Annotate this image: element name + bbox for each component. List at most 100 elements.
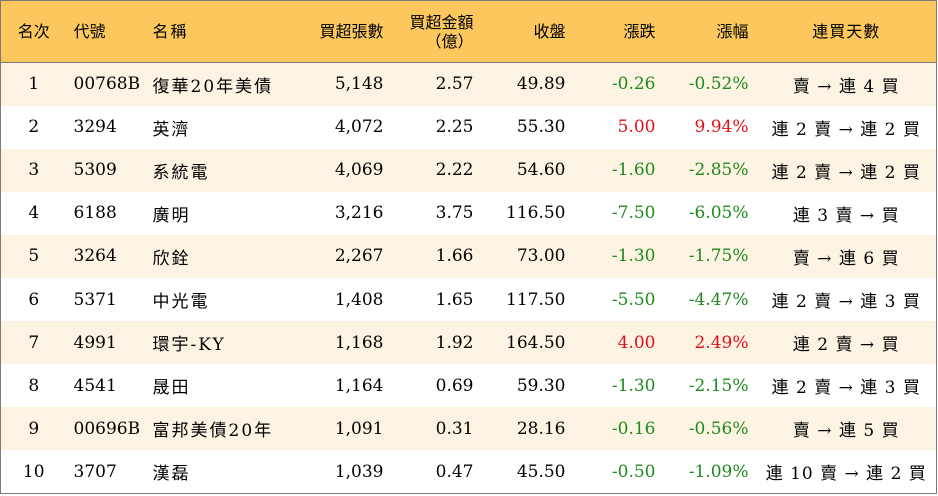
days-cell: 連 2 賣 → 連 2 買 [771,119,921,140]
close-cell: 116.50 [506,203,566,224]
days-cell: 連 2 賣 → 連 2 買 [771,162,921,183]
rank-cell: 9 [28,418,40,439]
table-row: 6 5371 中光電 1,408 1.65 117.50 -5.50 -4.47% 連 2 賣 … [0,277,937,322]
name-cell: 欣銓 [152,248,191,269]
buy-lots-cell: 3,216 [334,203,384,224]
close-cell: 28.16 [516,418,566,439]
rank-cell: 2 [28,117,40,138]
code-cell: 00768B [73,74,141,95]
header-change: 漲跌 [573,0,664,63]
header-code: 代號 [66,0,145,63]
buy-amount-cell: 2.57 [435,74,474,95]
buy-amount-cell: 0.31 [435,418,474,439]
header-close: 收盤 [481,0,574,63]
table-row: 2 3294 英濟 4,072 2.25 55.30 5.00 9.94% 連 2 賣 → 連 … [0,105,937,149]
days-cell: 連 10 賣 → 連 2 買 [765,464,927,485]
code-cell: 3264 [73,246,117,267]
name-cell: 英濟 [152,119,191,140]
name-cell: 漢磊 [152,464,191,485]
change-pct-cell: -4.47% [688,289,749,310]
name-cell: 晟田 [152,378,191,399]
buy-amount-cell: 0.69 [435,375,474,396]
close-cell: 164.50 [506,332,566,353]
code-cell: 3294 [73,117,117,138]
table-row: 10 3707 漢磊 1,039 0.47 45.50 -0.50 -1.09% 連 10 賣 … [0,450,937,494]
buy-amount-cell: 2.25 [435,117,474,138]
change-pct-cell: -0.56% [688,418,749,439]
name-cell: 系統電 [152,162,210,183]
days-cell: 賣 → 連 6 買 [792,248,900,269]
code-cell: 5371 [73,289,117,310]
close-cell: 117.50 [506,289,566,310]
change-cell: -0.50 [611,461,656,482]
change-cell: -0.26 [611,74,656,95]
change-pct-cell: -0.52% [688,74,749,95]
buy-lots-cell: 1,168 [334,332,384,353]
change-cell: 5.00 [617,117,656,138]
header-buy-amount-line1: 買超金額 [409,12,474,32]
change-pct-cell: 2.49% [694,332,749,353]
change-pct-cell: -1.75% [688,246,749,267]
days-cell: 賣 → 連 5 買 [792,421,900,442]
change-cell: -7.50 [611,203,656,224]
name-cell: 環宇-KY [152,335,226,356]
table-row: 7 4991 環宇-KY 1,168 1.92 164.50 4.00 2.49% 連 2 賣 … [0,321,937,365]
rank-cell: 4 [28,203,40,224]
table-row: 8 4541 晟田 1,164 0.69 59.30 -1.30 -2.15% 連 2 賣 → … [0,364,937,408]
rank-cell: 5 [28,246,40,267]
code-cell: 00696B [73,418,141,439]
close-cell: 54.60 [516,160,566,181]
close-cell: 49.89 [516,74,566,95]
name-cell: 中光電 [152,292,210,313]
close-cell: 55.30 [516,117,566,138]
buy-amount-cell: 1.66 [435,246,474,267]
code-cell: 5309 [73,160,117,181]
name-cell: 廣明 [152,205,191,226]
buy-lots-cell: 4,072 [334,117,384,138]
change-pct-cell: -2.85% [688,160,749,181]
change-cell: -1.30 [611,246,656,267]
buy-lots-cell: 1,039 [334,461,384,482]
code-cell: 4991 [73,332,117,353]
change-pct-cell: -1.09% [688,461,749,482]
table-row: 1 00768B 復華20年美債 5,148 2.57 49.89 -0.26 -0.52% 賣… [0,62,937,106]
buy-amount-cell: 3.75 [435,203,474,224]
days-cell: 連 2 賣 → 連 3 買 [771,292,921,313]
change-pct-cell: -6.05% [688,203,749,224]
change-cell: -5.50 [611,289,656,310]
header-buy-amount-line2: （億） [425,31,474,51]
header-rank: 名次 [0,0,67,63]
table-row: 5 3264 欣銓 2,267 1.66 73.00 -1.30 -1.75% 賣 → 連 6 … [0,234,937,278]
name-cell: 富邦美債20年 [152,421,274,442]
header-name: 名稱 [144,0,290,63]
name-cell: 復華20年美債 [152,76,274,97]
days-cell: 賣 → 連 4 買 [792,76,900,97]
buy-lots-cell: 2,267 [334,246,384,267]
buy-lots-cell: 1,408 [334,289,384,310]
code-cell: 4541 [73,375,117,396]
header-row: 名次 代號 名稱 買超張數 買超金額 （億） 收盤 漲跌 漲幅 連買天數 [0,0,937,63]
change-pct-cell: 9.94% [694,117,749,138]
close-cell: 59.30 [516,375,566,396]
days-cell: 連 3 賣 → 買 [792,205,900,226]
buy-amount-cell: 1.92 [435,332,474,353]
change-cell: -0.16 [611,418,656,439]
rank-cell: 1 [28,74,40,95]
table-row: 3 5309 系統電 4,069 2.22 54.60 -1.60 -2.85% 連 2 賣 →… [0,148,937,192]
header-change-pct: 漲幅 [663,0,757,63]
table-row: 4 6188 廣明 3,216 3.75 116.50 -7.50 -6.05% 連 3 賣 →… [0,191,937,235]
code-cell: 6188 [73,203,117,224]
close-cell: 45.50 [516,461,566,482]
change-pct-cell: -2.15% [688,375,749,396]
code-cell: 3707 [73,461,117,482]
close-cell: 73.00 [516,246,566,267]
days-cell: 連 2 賣 → 連 3 買 [771,378,921,399]
buy-amount-cell: 0.47 [435,461,474,482]
header-buy-amount: 買超金額 （億） [391,0,482,63]
buy-lots-cell: 1,091 [334,418,384,439]
change-cell: -1.30 [611,375,656,396]
header-buy-lots: 買超張數 [289,0,392,63]
buy-lots-cell: 1,164 [334,375,384,396]
table-row: 9 00696B 富邦美債20年 1,091 0.31 28.16 -0.16 -0.56% 賣… [0,407,937,451]
